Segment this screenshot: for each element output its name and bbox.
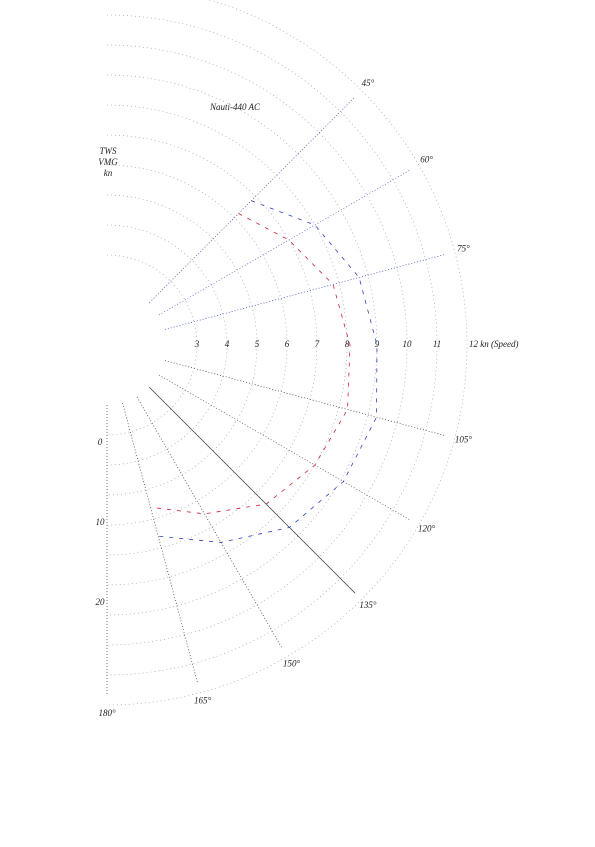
side-label: 20 <box>96 597 106 607</box>
ring <box>106 14 438 676</box>
theta-tick-label: 150° <box>283 659 301 669</box>
spoke <box>164 253 447 330</box>
r-tick-label: 12 kn (Speed) <box>469 339 518 349</box>
legend-label: kn <box>104 168 113 178</box>
polar-line <box>158 200 378 543</box>
spoke <box>149 96 356 303</box>
r-tick-label: 7 <box>315 339 320 349</box>
theta-tick-label: 165° <box>194 695 212 705</box>
ring <box>106 74 378 616</box>
chart-title: Nauti-440 AC <box>209 102 261 112</box>
spoke <box>158 169 412 316</box>
r-tick-label: 5 <box>255 339 260 349</box>
ring <box>106 224 228 466</box>
theta-tick-label: 180° <box>98 708 116 718</box>
theta-tick-label: 120° <box>418 524 436 534</box>
theta-tick-label: 135° <box>359 600 377 610</box>
spoke <box>158 374 412 521</box>
r-tick-label: 11 <box>433 339 441 349</box>
spoke <box>122 402 199 685</box>
spoke <box>136 396 283 650</box>
r-tick-label: 9 <box>375 339 380 349</box>
r-tick-label: 10 <box>403 339 413 349</box>
side-label: 10 <box>96 517 106 527</box>
spoke <box>164 360 447 437</box>
r-tick-label: 3 <box>194 339 200 349</box>
r-tick-label: 6 <box>285 339 290 349</box>
ring <box>106 254 198 436</box>
theta-tick-label: 105° <box>455 435 473 445</box>
legend-label: TWS <box>99 146 117 156</box>
legend-label: VMG <box>98 157 118 167</box>
theta-tick-label: 60° <box>420 155 433 165</box>
r-tick-label: 4 <box>225 339 230 349</box>
polar-line <box>150 213 351 515</box>
ring <box>106 0 468 706</box>
theta-tick-label: 75° <box>457 244 470 254</box>
side-label: 0 <box>98 437 103 447</box>
r-tick-label: 8 <box>345 339 350 349</box>
spoke <box>149 387 356 594</box>
ring <box>106 104 348 586</box>
theta-tick-label: 45° <box>362 78 375 88</box>
ring <box>106 194 258 496</box>
